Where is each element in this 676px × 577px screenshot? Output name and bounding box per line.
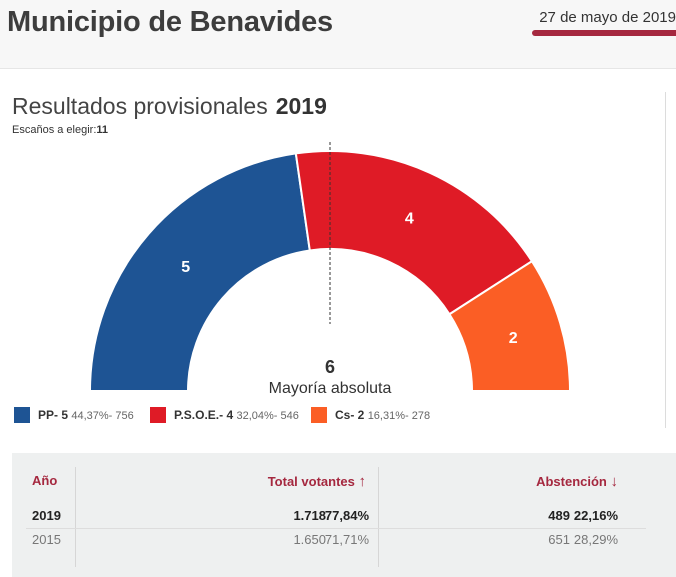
legend-detail-cs: 16,31%- 278 [367,410,431,422]
row-2015-voters-pct: 71,71% [324,532,369,547]
seats-value: 11 [96,124,109,136]
row-2015-voters: 1.650 [293,532,326,547]
hemicycle-chart: 5 4 2 6 Mayoría absoluta [88,140,572,397]
header-total-voters[interactable]: Total votantes ↑ [268,473,366,490]
segment-pp[interactable] [88,152,311,392]
legend-swatch-pp [14,407,30,423]
majority-number: 6 [325,357,335,377]
legend-label-psoe: P.S.O.E.- 4 [174,408,234,422]
row-2015-abstention-pct: 28,29% [573,532,618,547]
page-title: Municipio de Benavides [7,6,333,38]
header-abstention[interactable]: Abstención ↓ [536,473,618,490]
row-2019-voters-pct: 77,84% [324,508,369,523]
header-total-voters-label: Total votantes [267,474,355,489]
segment-cs[interactable] [448,259,572,392]
seats-label: Escaños a elegir: [12,124,97,136]
legend-label-pp: PP- 5 [38,408,69,422]
row-separator [26,528,646,529]
header-year: Año [32,473,58,488]
segment-seat-label: 4 [405,210,414,227]
participation-table: Año Total votantes ↑ Abstención ↓ 2019 1… [12,453,676,577]
row-2019-abstention-pct: 22,16% [573,508,618,523]
arrow-up-icon: ↑ [358,473,367,490]
hemicycle-segments: 5 4 2 [88,150,572,392]
legend-swatch-cs [311,407,327,423]
majority-label: Mayoría absoluta [269,380,392,397]
header-abstention-label: Abstención [536,474,607,489]
arrow-down-icon: ↓ [610,473,619,490]
legend-detail-psoe: 32,04%- 546 [236,410,299,422]
date-underline-bar [532,30,676,36]
seats-to-elect: Escaños a elegir:11 [12,124,108,136]
legend-label-cs: Cs- 2 [335,408,365,422]
row-2015-abstention: 651 [548,532,570,547]
vertical-divider [665,92,666,428]
row-2015-year: 2015 [32,532,61,547]
segment-seat-label: 5 [181,259,190,276]
row-2019-voters: 1.718 [293,508,326,523]
election-date: 27 de mayo de 2019 [539,9,676,26]
column-separator [378,467,379,567]
legend-detail-pp: 44,37%- 756 [71,410,134,422]
segment-psoe[interactable] [294,150,534,316]
municipality-header: Municipio de Benavides 27 de mayo de 201… [0,0,676,69]
row-2019-abstention: 489 [548,508,570,523]
results-title: Resultados provisionales [12,93,268,119]
results-year: 2019 [275,93,327,119]
column-separator [75,467,76,567]
segment-seat-label: 2 [509,330,518,347]
row-2019-year: 2019 [32,508,61,523]
legend-swatch-psoe [150,407,166,423]
results-heading: Resultados provisionales 2019 [12,93,327,120]
